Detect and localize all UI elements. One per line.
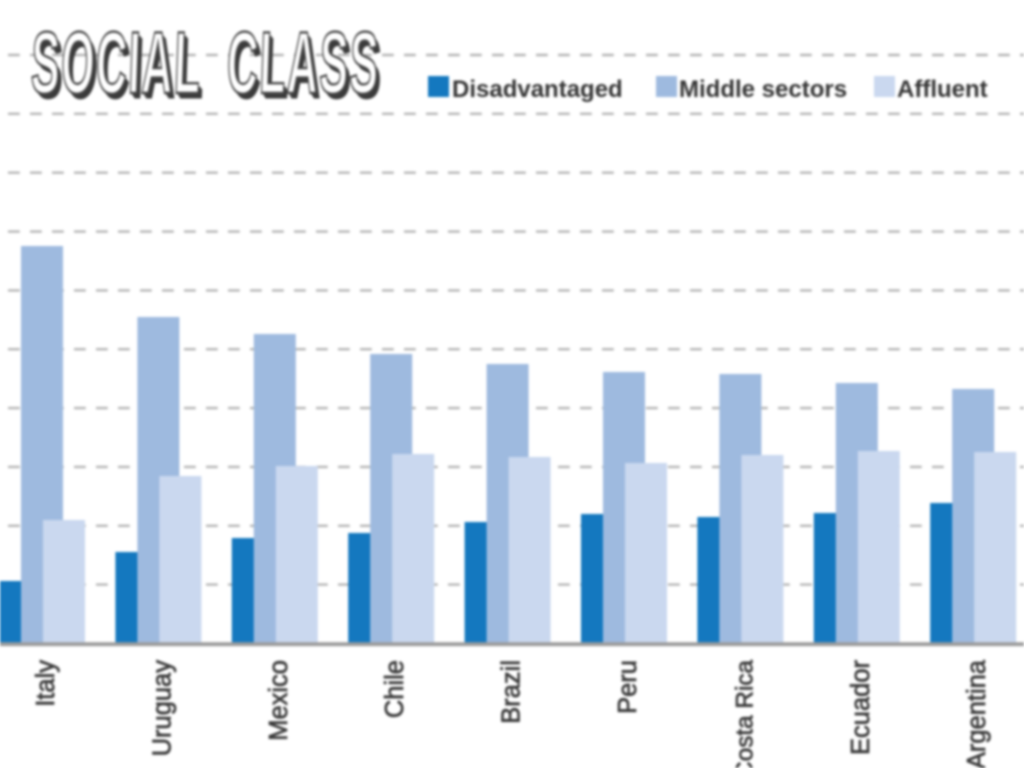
svg-text:Argentina: Argentina bbox=[963, 659, 991, 768]
svg-text:Middle sectors: Middle sectors bbox=[679, 76, 847, 103]
svg-text:Chile: Chile bbox=[381, 660, 409, 718]
svg-text:Mexico: Mexico bbox=[265, 660, 293, 741]
svg-text:Disadvantaged: Disadvantaged bbox=[452, 76, 623, 103]
svg-text:Costa Rica: Costa Rica bbox=[731, 660, 758, 768]
svg-text:Uruguay: Uruguay bbox=[148, 660, 176, 757]
svg-text:Affluent: Affluent bbox=[897, 76, 988, 103]
svg-text:Ecuador: Ecuador bbox=[847, 659, 875, 754]
svg-text:Brazil: Brazil bbox=[498, 660, 526, 724]
svg-text:Peru: Peru bbox=[614, 660, 642, 714]
svg-text:Italy: Italy bbox=[32, 660, 60, 707]
